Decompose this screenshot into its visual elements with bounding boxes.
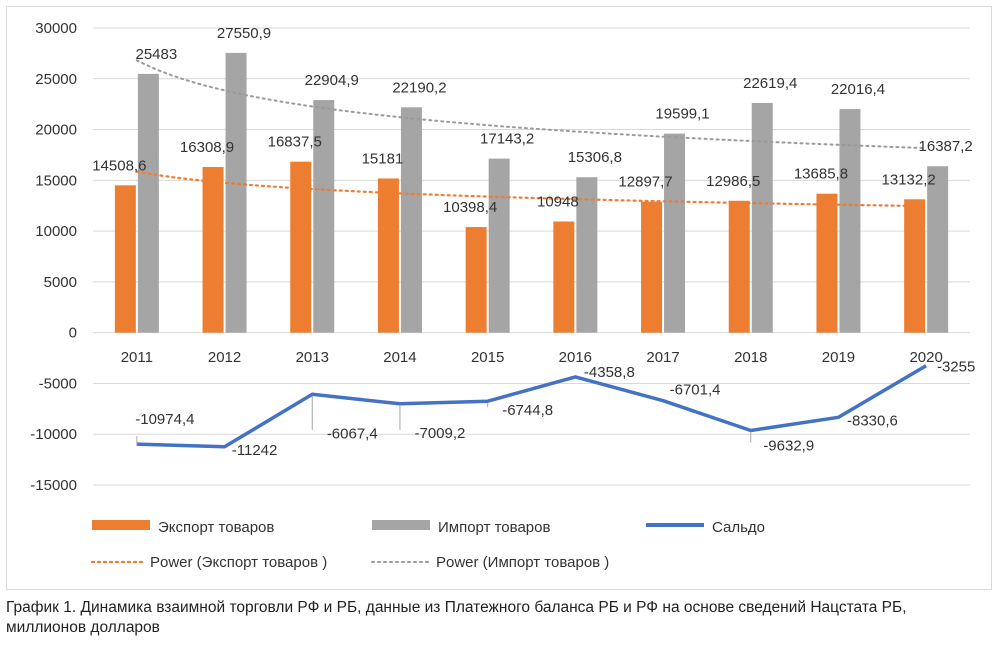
export-bar [465, 227, 487, 333]
export-data-label: 16308,9 [180, 139, 234, 156]
import-data-label: 22190,2 [392, 79, 446, 96]
export-bar [904, 199, 926, 333]
export-data-label: 16837,5 [268, 134, 322, 151]
import-data-label: 19599,1 [655, 106, 709, 123]
import-data-label: 15306,8 [568, 149, 622, 166]
legend-label-export: Экспорт товаров [158, 519, 274, 536]
y-tick-label: 5000 [44, 274, 77, 291]
import-bar [225, 52, 247, 333]
import-bar [576, 177, 598, 333]
import-data-label: 17143,2 [480, 131, 534, 148]
chart: -15000 -10000 -5000 0 5000 10000 15000 20000 250… [30, 20, 975, 571]
legend-swatch-import [372, 520, 430, 530]
import-data-label: 22904,9 [305, 72, 359, 89]
x-tick-label: 2016 [559, 349, 592, 366]
y-tick-label: -15000 [30, 477, 77, 494]
saldo-data-label: -10974,4 [135, 411, 194, 428]
x-tick-label: 2015 [471, 349, 504, 366]
export-data-label: 10398,4 [443, 199, 497, 216]
x-tick-label: 2013 [296, 349, 329, 366]
saldo-data-label: -6067,4 [327, 425, 378, 442]
saldo-data-label: -3255 [937, 359, 975, 376]
import-trendline [135, 59, 928, 150]
y-tick-label: -10000 [30, 426, 77, 443]
import-bar [313, 100, 335, 333]
y-tick-label: 20000 [35, 122, 77, 139]
y-tick-label: -5000 [39, 375, 77, 392]
import-bar [664, 133, 686, 333]
legend-label-saldo: Сальдо [712, 519, 765, 536]
saldo-data-label: -9632,9 [763, 437, 814, 454]
saldo-line [136, 364, 927, 449]
y-tick-label: 25000 [35, 71, 77, 88]
export-bar [290, 161, 312, 333]
import-data-label: 16387,2 [919, 138, 973, 155]
x-tick-label: 2011 [121, 349, 153, 366]
import-bar [137, 73, 159, 333]
legend-swatch-export [92, 520, 150, 530]
x-tick-label: 2017 [646, 349, 679, 366]
export-data-label: 12986,5 [706, 173, 760, 190]
legend-label-export-trend: Power (Экспорт товаров ) [150, 554, 327, 571]
import-data-label: 27550,9 [217, 25, 271, 42]
export-data-label: 13132,2 [882, 171, 936, 188]
export-trendline [135, 170, 928, 208]
x-tick-label: 2018 [734, 349, 767, 366]
export-bar [202, 167, 224, 333]
export-bar [553, 221, 575, 333]
import-data-label: 22619,4 [743, 75, 797, 92]
export-bar [816, 193, 838, 333]
saldo-data-label: -6701,4 [670, 382, 721, 399]
x-tick-label: 2012 [208, 349, 241, 366]
import-bar [927, 166, 949, 333]
saldo-data-label: -8330,6 [847, 412, 898, 429]
import-data-label: 25483 [135, 46, 177, 63]
export-data-label: 15181 [362, 150, 404, 167]
export-bar [641, 201, 663, 333]
export-bar [728, 200, 750, 333]
import-bar [488, 158, 510, 333]
export-data-label: 14508,6 [92, 157, 146, 174]
import-bar [400, 107, 422, 333]
export-data-label: 13685,8 [794, 166, 848, 183]
y-tick-label: 0 [69, 325, 77, 342]
saldo-data-label: -11242 [232, 442, 278, 459]
export-data-label: 10948 [537, 193, 579, 210]
legend-label-import: Импорт товаров [438, 519, 550, 536]
x-tick-label: 2014 [383, 349, 416, 366]
import-bar [839, 109, 861, 333]
saldo-data-label: -7009,2 [415, 425, 466, 442]
saldo-data-label: -4358,8 [584, 364, 635, 381]
y-tick-label: 10000 [35, 223, 77, 240]
export-bar [114, 185, 136, 333]
saldo-data-label: -6744,8 [502, 402, 553, 419]
import-data-label: 22016,4 [831, 81, 885, 98]
import-bar [751, 102, 773, 333]
figure-caption: График 1. Динамика взаимной торговли РФ … [6, 599, 907, 636]
export-bar [377, 178, 399, 333]
x-tick-label: 2019 [822, 349, 855, 366]
legend-label-import-trend: Power (Импорт товаров ) [436, 554, 609, 571]
y-tick-label: 30000 [35, 20, 77, 37]
x-tick-label: 2020 [909, 349, 942, 366]
export-data-label: 12897,7 [618, 174, 672, 191]
y-tick-label: 15000 [35, 172, 77, 189]
